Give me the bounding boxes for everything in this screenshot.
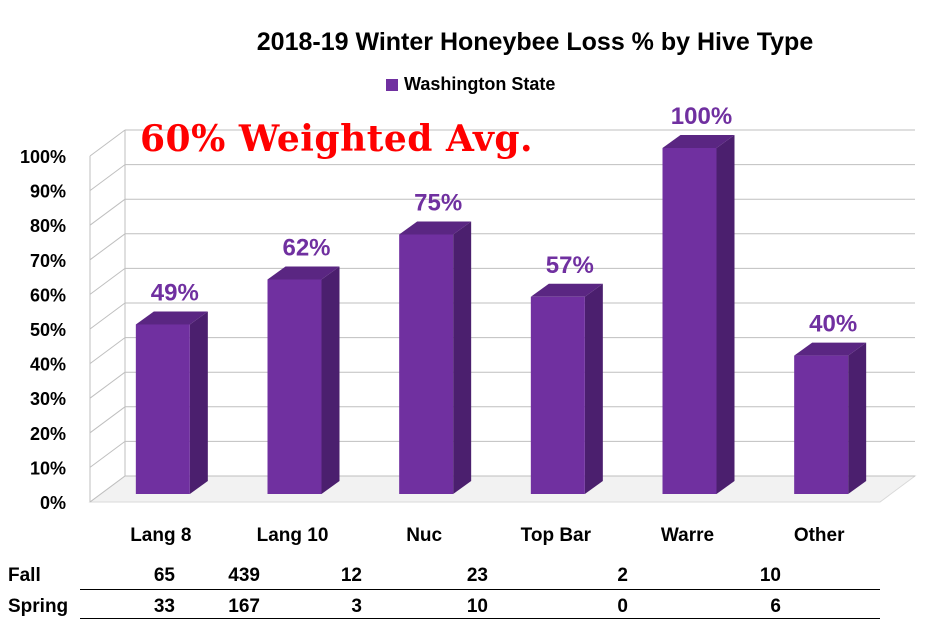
bar-front [135,324,190,494]
y-tick-label: 100% [20,147,66,167]
x-tick-label: Lang 8 [130,525,191,546]
bar [135,311,208,494]
legend-swatch [386,78,398,91]
spring-topbar: 10 [466,596,488,617]
weighted-average-annotation: 60% Weighted Avg. [140,118,534,160]
x-tick-label: Other [794,525,845,546]
bar-side [716,135,735,494]
bar-side [584,283,603,494]
y-tick-label: 60% [30,285,66,305]
row-label: Fall [8,565,41,586]
y-tick-label: 70% [30,251,66,271]
row-label: Spring [8,596,69,617]
bars [135,135,867,494]
y-tick-label: 30% [30,389,66,409]
data-label: 75% [414,190,462,217]
gridline-side [89,233,126,261]
bar-top [135,311,208,325]
x-tick-label: Nuc [406,525,442,546]
gridline-side [89,371,126,399]
fall-lang10: 439 [228,565,260,586]
bar-top [530,283,603,297]
bar-front [399,234,454,494]
y-tick-label: 50% [30,320,66,340]
data-label: 100% [671,103,732,130]
table-bottom-rule [80,618,880,619]
bar-front [267,279,322,494]
bar [662,135,735,494]
gridline-side [89,164,126,192]
gridline-side [89,267,126,295]
bar-side [321,266,340,494]
fall-other: 10 [759,565,781,586]
spring-lang10: 167 [228,596,260,617]
y-tick-label: 80% [30,216,66,236]
data-label: 40% [809,311,857,338]
chart-floor [88,475,917,503]
bar-side [453,221,472,494]
data-label: 62% [282,234,330,261]
gridline-side [89,129,126,157]
bar-front [662,148,717,494]
y-tick-label: 20% [30,424,66,444]
data-label: 49% [151,279,199,306]
bar-side [848,342,867,494]
legend-label: Washington State [404,74,556,94]
y-tick-label: 10% [30,458,66,478]
bar [399,221,472,494]
fall-topbar: 23 [466,565,488,586]
gridline-side [89,337,126,365]
bar [530,283,603,494]
bar-top [794,342,867,356]
gridline-side [89,302,126,330]
x-tick-label: Lang 10 [257,525,329,546]
legend: Washington State [386,74,555,95]
x-tick-label: Top Bar [521,525,592,546]
fall-warre: 2 [617,565,628,586]
gridlines [89,129,915,503]
gridline-side [89,440,126,468]
table-divider [80,589,880,590]
y-axis-ticks: 0% 10% 20% 30% 40% 50% 60% 70% 80% 90% 100% [20,147,66,513]
fall-nuc: 12 [340,565,362,586]
bar [267,266,340,494]
x-axis-ticks: Lang 8 Lang 10 Nuc Top Bar Warre Other [130,525,845,546]
bar [794,342,867,494]
x-tick-label: Warre [661,525,714,546]
data-labels: 49% 62% 75% 57% 100% 40% [151,103,857,338]
y-tick-label: 0% [40,493,66,513]
bar-top [267,266,340,280]
spring-nuc: 3 [351,596,362,617]
bar-top [662,135,735,148]
gridline-side [89,198,126,226]
floor-plane [88,475,917,503]
spring-warre: 0 [617,596,628,617]
bar-front [794,355,849,494]
gridline-side [89,475,126,503]
bar-front [530,296,585,494]
data-label: 57% [546,252,594,279]
gridline-side [89,406,126,434]
spring-lang8: 33 [153,596,175,617]
y-tick-label: 40% [30,355,66,375]
chart-title: 2018-19 Winter Honeybee Loss % by Hive T… [256,28,814,56]
y-tick-label: 90% [30,182,66,202]
fall-lang8: 65 [153,565,175,586]
bar-top [399,221,472,235]
spring-other: 6 [770,596,781,617]
bar-side [189,311,208,494]
